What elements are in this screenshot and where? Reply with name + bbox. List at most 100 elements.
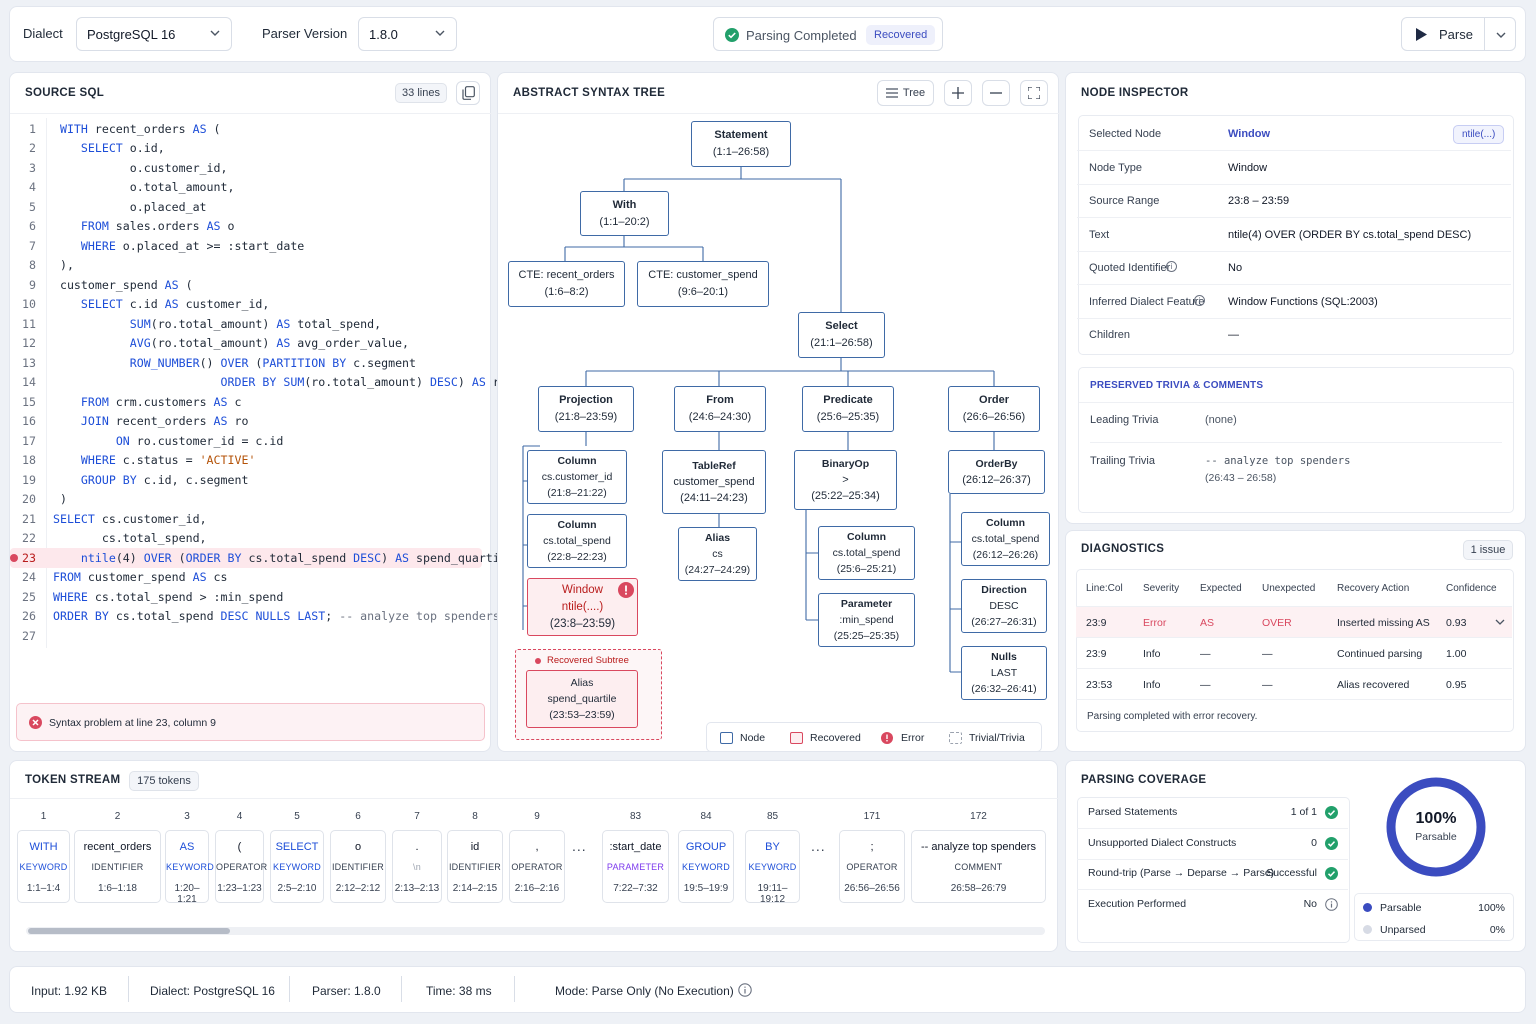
code-line[interactable]: 22 cs.total_spend, bbox=[10, 529, 482, 549]
column-header: Expected bbox=[1200, 583, 1242, 594]
code-line[interactable]: 24 FROM customer_spend AS cs bbox=[10, 568, 482, 588]
node-title: Column bbox=[557, 455, 597, 467]
error-marker-icon[interactable] bbox=[10, 554, 18, 562]
code-line[interactable]: 17 ON ro.customer_id = c.id bbox=[10, 431, 482, 451]
code-line[interactable]: 6 FROM sales.orders AS o bbox=[10, 217, 482, 237]
ast-node-direction[interactable]: Direction DESC (26:27–26:31) bbox=[961, 579, 1047, 633]
code-line[interactable]: 26 ORDER BY cs.total_spend DESC NULLS LA… bbox=[10, 607, 500, 627]
ast-node-tableref[interactable]: TableRef customer_spend (24:11–24:23) bbox=[662, 450, 766, 514]
ast-node-from[interactable]: From (24:6–24:30) bbox=[674, 386, 766, 432]
token-card[interactable]: :start_date PARAMETER 7:22–7:32 bbox=[602, 830, 669, 903]
top-toolbar: Dialect PostgreSQL 16 Parser Version 1.8… bbox=[9, 6, 1526, 62]
ast-node-cte-recent-orders[interactable]: CTE: recent_orders (1:6–8:2) bbox=[508, 261, 625, 307]
code-line[interactable]: 10 SELECT c.id AS customer_id, bbox=[10, 295, 482, 315]
code-line[interactable]: 15 FROM crm.customers AS c bbox=[10, 392, 482, 412]
fullscreen-button[interactable] bbox=[1020, 80, 1048, 106]
code-editor[interactable]: 1 WITH recent_orders AS (2 SELECT o.id, 3… bbox=[10, 119, 514, 649]
node-range: (26:12–26:37) bbox=[962, 474, 1031, 486]
diagnostic-row[interactable]: 23:53 Info — — Alias recovered 0.95 bbox=[1076, 669, 1512, 700]
token-card[interactable]: -- analyze top spenders COMMENT 26:58–26:7… bbox=[911, 830, 1046, 903]
token-card[interactable]: recent_orders IDENTIFIER 1:6–1:18 bbox=[74, 830, 161, 903]
trailing-trivia-range: (26:43 – 26:58) bbox=[1205, 472, 1277, 484]
code-line[interactable]: 3 o.customer_id, bbox=[10, 158, 482, 178]
code-line[interactable]: 25 WHERE cs.total_spend > :min_spend bbox=[10, 587, 482, 607]
zoom-in-button[interactable] bbox=[944, 80, 972, 106]
syntax-error-banner: Syntax problem at line 23, column 9 bbox=[16, 703, 485, 741]
code-line[interactable]: 5 o.placed_at bbox=[10, 197, 482, 217]
ast-node-cte-customer-spend[interactable]: CTE: customer_spend (9:6–20:1) bbox=[637, 261, 769, 307]
token-card[interactable]: . \n 2:13–2:13 bbox=[392, 830, 442, 903]
token-card[interactable]: (OPERATOR 1:23–1:23 bbox=[215, 830, 267, 903]
ast-node-binaryop[interactable]: BinaryOp > (25:22–25:34) bbox=[794, 450, 897, 510]
token-card[interactable]: SELECT KEYWORD 2:5–2:10 bbox=[270, 830, 324, 903]
divider bbox=[1090, 442, 1502, 443]
parse-button[interactable]: Parse bbox=[1401, 17, 1516, 51]
code-line[interactable]: 12 AVG(ro.total_amount) AS avg_order_val… bbox=[10, 334, 482, 354]
ast-node-column[interactable]: Column cs.total_spend (22:8–22:23) bbox=[527, 514, 627, 568]
ast-node-select[interactable]: Select (21:1–26:58) bbox=[798, 312, 885, 358]
ast-node-alias-recovered[interactable]: Alias spend_quartile (23:53–23:59) bbox=[526, 670, 638, 728]
token-card[interactable]: WITH KEYWORD 1:1–1:4 bbox=[17, 830, 70, 903]
ast-node-statement[interactable]: Statement (1:1–26:58) bbox=[691, 121, 791, 167]
code-line[interactable]: 4 o.total_amount, bbox=[10, 178, 482, 198]
ast-node-window-selected[interactable]: Window ntile(....) (23:8–23:59) bbox=[527, 578, 638, 636]
ast-node-predicate[interactable]: Predicate (25:6–25:35) bbox=[802, 386, 894, 432]
code-line[interactable]: 7 WHERE o.placed_at >= :start_date bbox=[10, 236, 482, 256]
copy-button[interactable] bbox=[456, 81, 480, 105]
dialect-select[interactable]: PostgreSQL 16 bbox=[76, 17, 232, 51]
ast-node-column[interactable]: Column cs.total_spend (25:6–25:21) bbox=[818, 526, 915, 580]
code-line[interactable]: 1 WITH recent_orders AS ( bbox=[10, 119, 482, 139]
code-line[interactable]: 2 SELECT o.id, bbox=[10, 139, 482, 159]
code-line[interactable]: 14 ORDER BY SUM(ro.total_amount) DESC) A… bbox=[10, 373, 507, 393]
code-line[interactable]: 19 GROUP BY c.id, c.segment bbox=[10, 470, 482, 490]
ast-node-parameter[interactable]: Parameter:min_spend (25:25–25:35) bbox=[818, 593, 915, 647]
ast-node-order[interactable]: Order (26:6–26:56) bbox=[948, 386, 1040, 432]
ast-node-column[interactable]: Column cs.customer_id (21:8–21:22) bbox=[527, 450, 627, 504]
line-number: 5 bbox=[29, 199, 36, 214]
zoom-out-button[interactable] bbox=[982, 80, 1010, 106]
token-index: 171 bbox=[863, 811, 881, 822]
chevron-down-icon[interactable] bbox=[1494, 616, 1506, 628]
token-card[interactable]: ; OPERATOR 26:56–26:56 bbox=[839, 830, 905, 903]
code-line[interactable]: 13 ROW_NUMBER() OVER (PARTITION BY c.seg… bbox=[10, 353, 482, 373]
line-number: 9 bbox=[29, 277, 36, 292]
scrollbar-thumb[interactable] bbox=[28, 928, 230, 934]
code-line[interactable]: 8 ), bbox=[10, 256, 482, 276]
chevron-down-icon[interactable] bbox=[1495, 29, 1507, 41]
play-icon bbox=[1416, 27, 1427, 41]
divider bbox=[1077, 828, 1348, 829]
code-line[interactable]: 21 SELECT cs.customer_id, bbox=[10, 509, 482, 529]
parser-version-select[interactable]: 1.8.0 bbox=[358, 17, 457, 51]
info-icon[interactable] bbox=[1325, 897, 1338, 911]
token-card[interactable]: o IDENTIFIER 2:12–2:12 bbox=[330, 830, 386, 903]
token-card[interactable]: , OPERATOR 2:16–2:16 bbox=[509, 830, 565, 903]
info-icon[interactable] bbox=[738, 983, 752, 997]
code-line[interactable]: 16 JOIN recent_orders AS ro bbox=[10, 412, 482, 432]
code-line[interactable]: 27 bbox=[10, 626, 482, 646]
ast-node-nulls[interactable]: Nulls LAST (26:32–26:41) bbox=[961, 646, 1047, 700]
diagnostic-row[interactable]: 23:9 Error AS OVER Inserted missing AS 0.93 bbox=[1076, 607, 1512, 638]
ast-node-alias[interactable]: Alias cs (24:27–24:29) bbox=[678, 527, 757, 581]
token-range: 2:16–2:16 bbox=[514, 883, 560, 894]
property-value: Window bbox=[1228, 128, 1271, 140]
info-icon[interactable]: i bbox=[1194, 294, 1205, 306]
ast-node-projection[interactable]: Projection (21:8–23:59) bbox=[538, 386, 634, 432]
info-icon[interactable]: i bbox=[1166, 261, 1177, 272]
diagnostic-row[interactable]: 23:9 Info — — Continued parsing 1.00 bbox=[1076, 638, 1512, 669]
code-line[interactable]: 20 ) bbox=[10, 490, 482, 510]
code-line[interactable]: 9 customer_spend AS ( bbox=[10, 275, 482, 295]
token-card[interactable]: AS KEYWORD 1:20–1:21 bbox=[165, 830, 214, 905]
selected-node-chip[interactable]: ntile(...) bbox=[1453, 125, 1505, 144]
token-card[interactable]: BY KEYWORD 19:11–19:12 bbox=[745, 830, 800, 905]
ast-node-with[interactable]: With (1:1–20:2) bbox=[580, 191, 669, 236]
code-line[interactable]: 11 SUM(ro.total_amount) AS total_spend, bbox=[10, 314, 482, 334]
inspector-row: Quoted Identifier No i bbox=[1077, 252, 1511, 285]
token-card[interactable]: GROUP KEYWORD 19:5–19:9 bbox=[678, 830, 734, 903]
ast-node-column[interactable]: Column cs.total_spend (26:12–26:26) bbox=[961, 512, 1050, 566]
code-line[interactable]: 23 ntile(4) OVER (ORDER BY cs.total_spen… bbox=[10, 548, 514, 568]
token-card[interactable]: id IDENTIFIER 2:14–2:15 bbox=[447, 830, 503, 903]
tree-view-button[interactable]: Tree bbox=[877, 80, 934, 106]
code-line[interactable]: 18 WHERE c.status = 'ACTIVE' bbox=[10, 451, 482, 471]
horizontal-scrollbar[interactable] bbox=[26, 927, 1045, 935]
ast-node-orderby[interactable]: OrderBy (26:12–26:37) bbox=[948, 450, 1045, 494]
